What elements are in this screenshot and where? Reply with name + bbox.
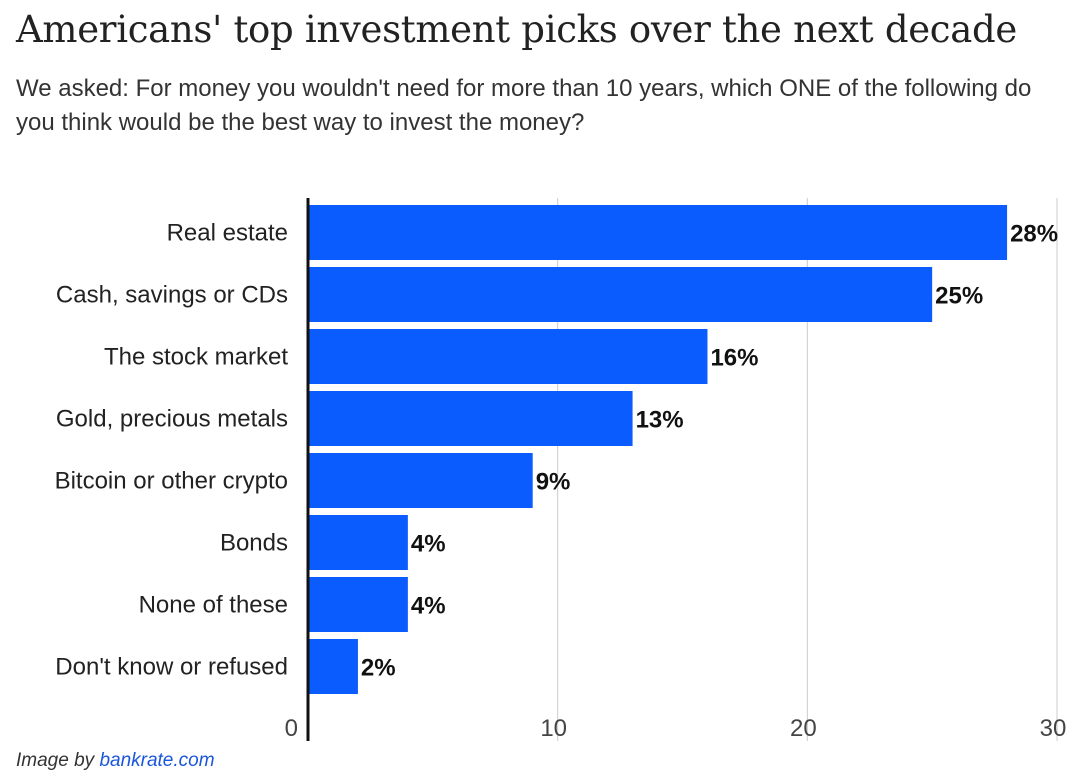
credit-prefix: Image by bbox=[16, 750, 95, 771]
x-tick-label: 30 bbox=[1040, 715, 1067, 742]
x-tick-label: 10 bbox=[540, 715, 567, 742]
category-label: Gold, precious metals bbox=[56, 406, 288, 433]
data-label: 16% bbox=[710, 345, 758, 372]
bar[interactable] bbox=[308, 267, 933, 322]
category-label: Bonds bbox=[220, 530, 288, 557]
bar[interactable] bbox=[308, 453, 533, 508]
category-label: Cash, savings or CDs bbox=[56, 282, 288, 309]
data-label: 25% bbox=[935, 283, 983, 310]
chart-subtitle: We asked: For money you wouldn't need fo… bbox=[16, 75, 1032, 136]
image-credit: Image by bankrate.com bbox=[16, 750, 215, 772]
category-label: Real estate bbox=[167, 220, 288, 247]
category-label: Bitcoin or other crypto bbox=[55, 468, 288, 495]
x-tick-label: 20 bbox=[790, 715, 817, 742]
data-label: 13% bbox=[636, 407, 684, 434]
category-label: Don't know or refused bbox=[55, 654, 288, 681]
bar[interactable] bbox=[308, 329, 708, 384]
data-label: 28% bbox=[1010, 221, 1058, 248]
credit-link[interactable]: bankrate.com bbox=[99, 750, 215, 771]
data-label: 4% bbox=[411, 593, 446, 620]
data-label: 4% bbox=[411, 531, 446, 558]
data-label: 9% bbox=[536, 469, 571, 496]
data-label: 2% bbox=[361, 655, 396, 682]
x-tick-label: 0 bbox=[285, 715, 298, 742]
bar[interactable] bbox=[308, 205, 1008, 260]
category-label: None of these bbox=[139, 592, 288, 619]
bar[interactable] bbox=[308, 639, 358, 694]
chart-title: Americans' top investment picks over the… bbox=[16, 8, 1017, 51]
category-label: The stock market bbox=[104, 344, 288, 371]
bar[interactable] bbox=[308, 391, 633, 446]
bar[interactable] bbox=[308, 515, 408, 570]
bar[interactable] bbox=[308, 577, 408, 632]
